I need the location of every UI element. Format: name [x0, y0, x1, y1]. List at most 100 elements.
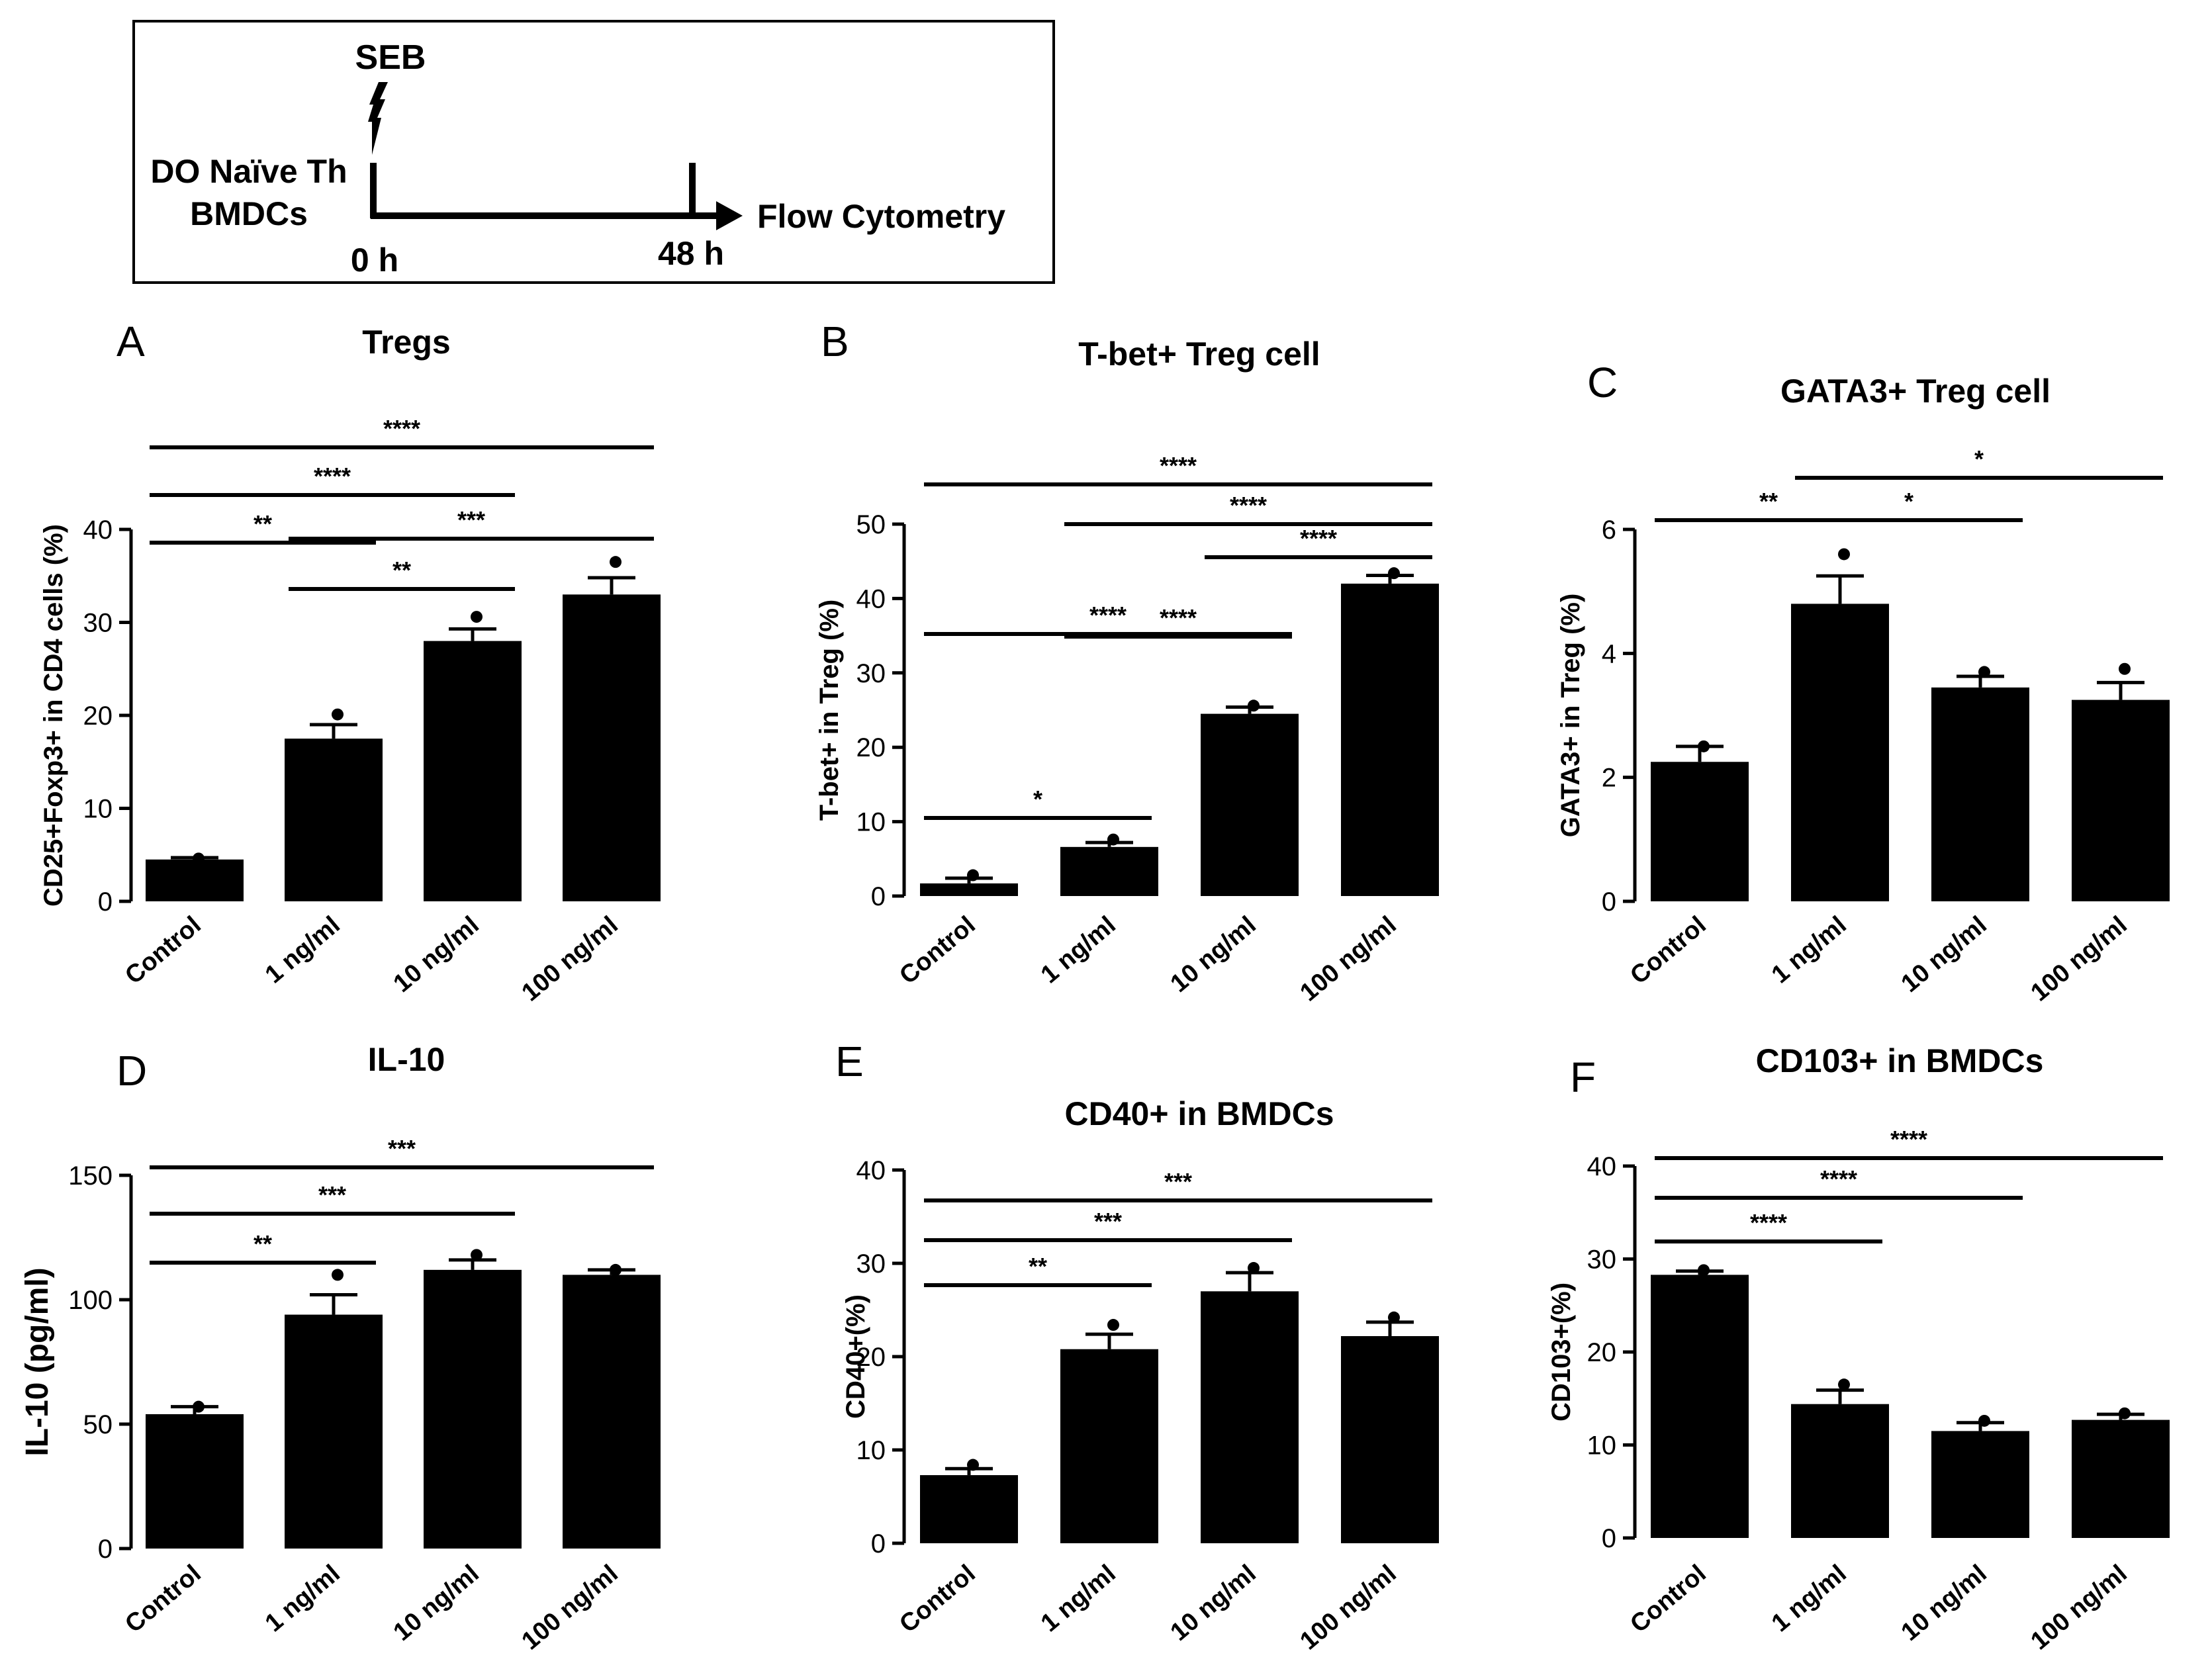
panel-letter: F	[1570, 1054, 1596, 1101]
bar	[285, 1314, 383, 1549]
bar	[424, 641, 522, 901]
x-tick-label: Control	[1625, 911, 1711, 990]
bar	[285, 739, 383, 901]
significance-label: ****	[1750, 1209, 1787, 1236]
y-tick-label: 2	[1602, 764, 1616, 793]
x-tick-label: Control	[120, 911, 206, 990]
bar	[1931, 1431, 2029, 1538]
significance-label: ****	[314, 463, 351, 490]
significance-label: *	[1033, 786, 1042, 813]
y-axis-label: CD103+(%)	[1547, 1283, 1576, 1421]
y-tick-label: 10	[856, 1436, 886, 1465]
x-tick-label: 1 ng/ml	[1767, 911, 1852, 989]
chart-title: T-bet+ Treg cell	[1078, 336, 1320, 373]
significance-label: ***	[1094, 1208, 1122, 1235]
panel-letter: A	[116, 318, 145, 365]
y-tick-label: 0	[1602, 1524, 1616, 1553]
y-tick-label: 20	[856, 1343, 886, 1372]
bar	[1791, 1404, 1889, 1538]
data-point	[471, 1249, 483, 1261]
bar	[1201, 713, 1299, 896]
bar	[1341, 1335, 1439, 1543]
schematic-frame	[132, 20, 1055, 284]
x-tick-label: 10 ng/ml	[389, 1560, 484, 1646]
y-tick-label: 20	[856, 733, 886, 762]
bar	[1791, 604, 1889, 901]
y-tick-label: 20	[1587, 1338, 1617, 1367]
bar	[146, 859, 244, 901]
y-tick-label: 30	[1587, 1245, 1617, 1275]
significance-label: **	[253, 510, 272, 537]
significance-label: ***	[388, 1135, 416, 1162]
cells-line2: BMDCs	[190, 195, 308, 232]
bar	[920, 883, 1018, 896]
y-axis-label: IL-10 (pg/ml)	[20, 1267, 55, 1456]
significance-label: ***	[318, 1181, 346, 1208]
significance-label: **	[392, 557, 411, 584]
panel-E: E CD40+ in BMDCs 0 10 20 30 40 CD40+(%) Control 1…	[835, 1038, 1439, 1656]
data-point	[1388, 1311, 1400, 1324]
y-tick-label: 0	[98, 1535, 113, 1564]
panel-letter: E	[835, 1038, 864, 1085]
y-tick-label: 50	[856, 510, 886, 539]
data-point	[1838, 548, 1850, 561]
data-point	[1248, 1262, 1260, 1275]
data-point	[1698, 740, 1710, 752]
panel-B: B T-bet+ Treg cell 0 10 20 30 40 50 T-bet+ in Tr…	[815, 318, 1439, 1007]
panel-letter: B	[821, 318, 849, 365]
x-tick-label: 1 ng/ml	[1036, 911, 1121, 989]
chart-title: Tregs	[362, 324, 450, 361]
significance-label: ****	[1160, 604, 1197, 631]
y-axis-label: T-bet+ in Treg (%)	[815, 600, 844, 821]
bar	[920, 1475, 1018, 1543]
x-tick-label: 100 ng/ml	[2026, 1560, 2133, 1656]
y-tick-label: 4	[1602, 639, 1616, 668]
data-point	[332, 708, 344, 721]
bar	[2072, 699, 2170, 901]
y-tick-label: 10	[1587, 1431, 1617, 1461]
y-tick-label: 0	[871, 1529, 886, 1558]
data-point	[610, 556, 622, 568]
y-tick-label: 0	[98, 887, 113, 917]
data-point	[2119, 1407, 2131, 1419]
significance-label: *	[1904, 488, 1913, 515]
data-point	[610, 1263, 622, 1276]
x-tick-label: 100 ng/ml	[517, 911, 623, 1007]
x-tick-label: 1 ng/ml	[260, 911, 346, 989]
y-tick-label: 40	[83, 516, 113, 545]
y-tick-label: 20	[83, 701, 113, 731]
y-tick-label: 0	[871, 882, 886, 911]
significance-label: ****	[1160, 452, 1197, 479]
data-point	[1978, 1414, 1990, 1427]
data-point	[332, 1269, 344, 1281]
bar	[1341, 583, 1439, 896]
significance-label: ****	[383, 415, 420, 442]
y-tick-label: 40	[1587, 1152, 1617, 1181]
x-tick-label: Control	[894, 911, 980, 990]
cells-line1: DO Naïve Th	[150, 153, 347, 190]
readout-label: Flow Cytometry	[757, 198, 1005, 235]
y-tick-label: 40	[856, 584, 886, 613]
bar	[1651, 1275, 1749, 1538]
x-tick-label: 1 ng/ml	[1036, 1560, 1121, 1638]
significance-label: **	[1759, 488, 1778, 515]
bar	[2072, 1419, 2170, 1538]
timeline-arrowhead	[716, 201, 743, 230]
data-point	[967, 869, 979, 881]
y-tick-label: 50	[83, 1410, 113, 1439]
x-tick-label: 10 ng/ml	[389, 911, 484, 998]
panel-D: D IL-10 0 50 100 150 IL-10 (pg/ml) Control 1 ng/…	[20, 1041, 661, 1656]
y-tick-label: 0	[1602, 887, 1616, 917]
chart-title: IL-10	[368, 1041, 445, 1078]
x-tick-label: Control	[1625, 1560, 1711, 1639]
y-tick-label: 10	[856, 808, 886, 837]
x-tick-label: 100 ng/ml	[1295, 911, 1402, 1007]
bar	[1060, 1349, 1158, 1543]
data-point	[471, 611, 483, 623]
data-point	[1978, 666, 1990, 678]
significance-label: *	[1974, 445, 1984, 473]
data-point	[1838, 1378, 1850, 1391]
data-point	[193, 852, 205, 865]
